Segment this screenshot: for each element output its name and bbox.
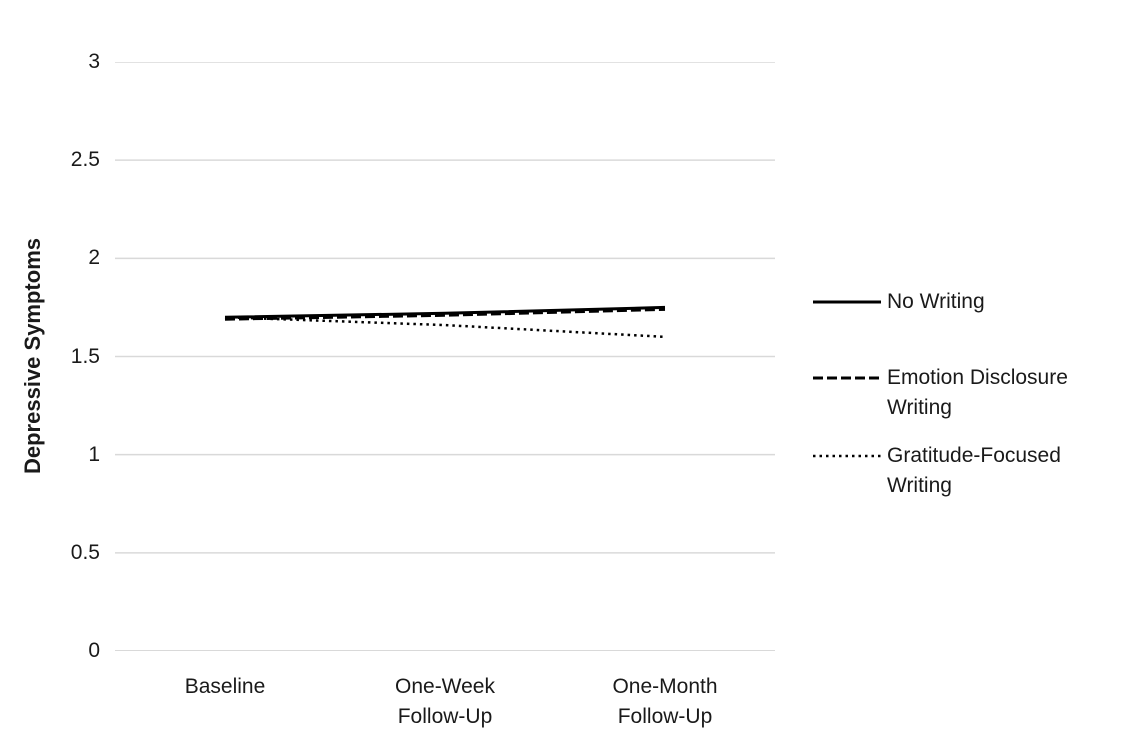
y-tick-label: 1.5 xyxy=(70,344,100,368)
plot-area xyxy=(115,61,775,652)
legend-label: Gratitude-Focused Writing xyxy=(887,444,1061,497)
legend-entry-gratitude-focused-writing: Gratitude-Focused Writing xyxy=(813,441,1123,501)
legend-label: No Writing xyxy=(887,290,985,313)
y-tick-label: 0 xyxy=(88,639,100,662)
x-tick-label: One-Week Follow-Up xyxy=(395,675,495,728)
y-tick-label: 2.5 xyxy=(70,148,100,172)
legend-sample-solid-line-icon xyxy=(813,300,881,304)
x-tick-label: Baseline xyxy=(184,675,266,698)
legend-label: Emotion Disclosure Writing xyxy=(887,366,1068,419)
legend-sample-dotted-line-icon xyxy=(813,454,881,458)
series-line-gratitude-focused-writing xyxy=(224,315,666,339)
series-line-no-writing xyxy=(224,305,666,319)
plot-svg xyxy=(115,61,775,652)
y-tick-label: 0.5 xyxy=(70,540,100,564)
legend-sample-dashed-line-icon xyxy=(813,376,881,380)
y-tick-label: 3 xyxy=(88,50,100,73)
legend-entry-emotion-disclosure-writing: Emotion Disclosure Writing xyxy=(813,363,1123,423)
y-tick-label: 2 xyxy=(88,246,100,270)
series-line-emotion-disclosure-writing xyxy=(224,307,666,321)
x-tick-label: One-Month Follow-Up xyxy=(612,675,718,728)
legend-entry-no-writing: No Writing xyxy=(813,287,985,317)
y-tick-label: 1 xyxy=(88,442,100,466)
